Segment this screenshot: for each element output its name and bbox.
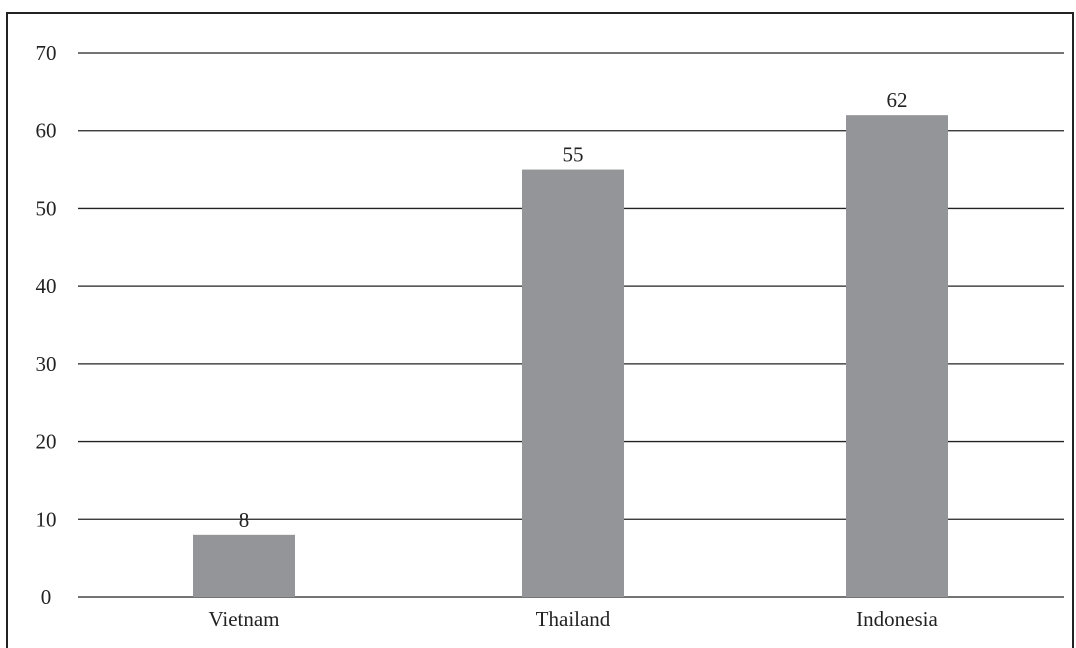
y-tick-label: 10 [36, 507, 57, 531]
y-tick-label: 0 [41, 585, 52, 609]
x-axis-categories: Vietnam Thailand Indonesia [208, 607, 938, 631]
y-tick-label: 30 [36, 352, 57, 376]
y-axis-ticks: 0 10 20 30 40 50 60 70 [36, 41, 57, 609]
data-label-vietnam: 8 [239, 508, 250, 532]
bars [193, 115, 948, 598]
bar-vietnam [193, 534, 295, 597]
data-label-indonesia: 62 [887, 88, 908, 112]
y-tick-label: 70 [36, 41, 57, 65]
category-label-thailand: Thailand [536, 607, 611, 631]
bar-thailand [522, 169, 624, 598]
y-tick-label: 40 [36, 274, 57, 298]
bar-indonesia [846, 115, 948, 598]
y-tick-label: 50 [36, 196, 57, 220]
data-label-thailand: 55 [563, 143, 584, 167]
y-tick-label: 20 [36, 430, 57, 454]
category-label-indonesia: Indonesia [856, 607, 938, 631]
chart-frame [6, 12, 1074, 648]
category-label-vietnam: Vietnam [208, 607, 279, 631]
data-labels: 8 55 62 [239, 88, 908, 532]
y-tick-label: 60 [36, 119, 57, 143]
